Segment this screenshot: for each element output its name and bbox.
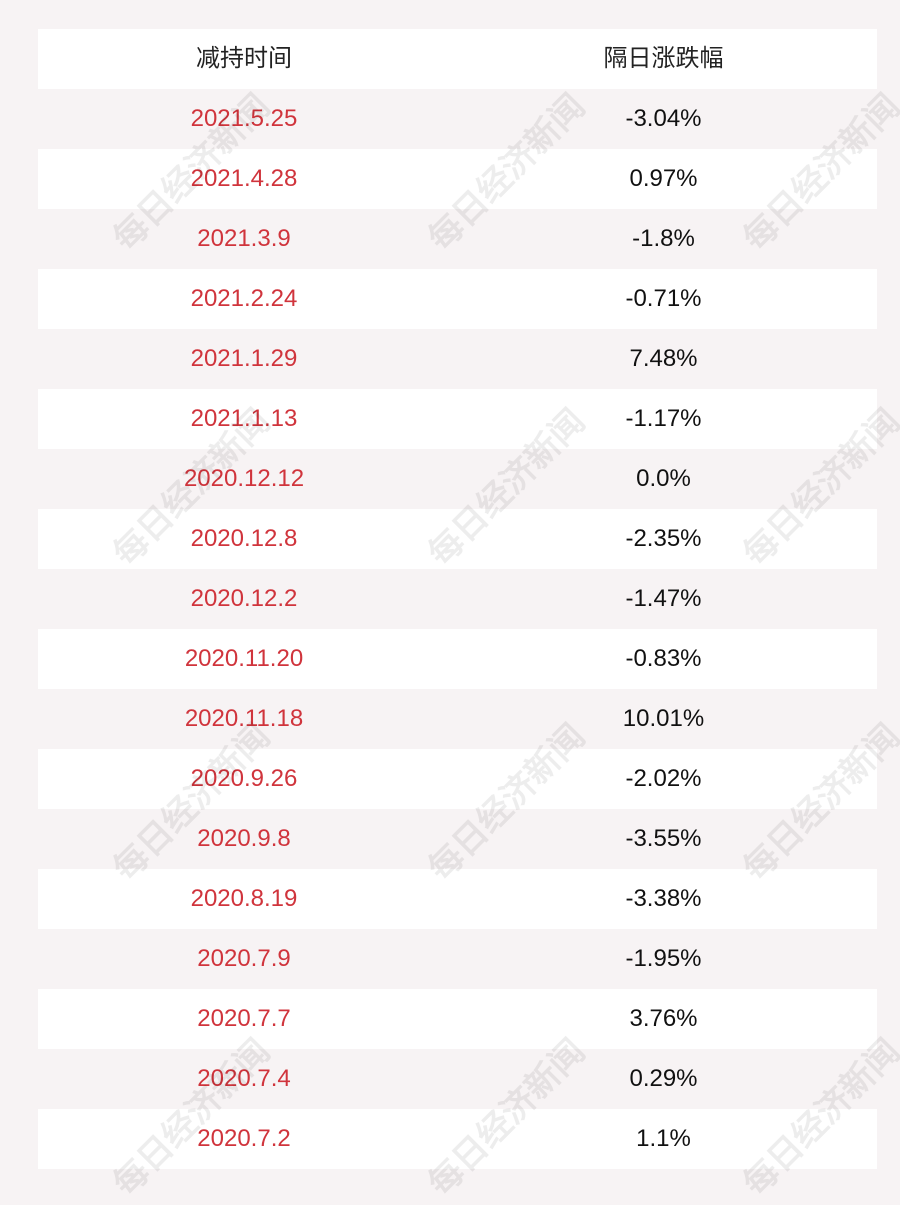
reduction-date-cell: 2020.7.4 — [197, 1065, 291, 1092]
next-day-change-cell: -1.95% — [625, 945, 702, 972]
table-row: 2020.12.12 0.0% — [38, 449, 877, 509]
next-day-change-cell: -0.71% — [625, 285, 702, 312]
reduction-date-cell: 2020.7.9 — [197, 945, 291, 972]
table-header-row: 减持时间 隔日涨跌幅 — [38, 29, 877, 89]
next-day-change-cell: 7.48% — [629, 345, 698, 372]
next-day-change-cell: -2.02% — [625, 765, 702, 792]
table-row: 2021.5.25 -3.04% — [38, 89, 877, 149]
reduction-date-cell: 2021.2.24 — [190, 285, 298, 312]
table-row: 2020.7.4 0.29% — [38, 1049, 877, 1109]
reduction-date-cell: 2020.12.8 — [190, 525, 298, 552]
reduction-date-cell: 2020.9.26 — [190, 765, 298, 792]
table-row: 2021.1.29 7.48% — [38, 329, 877, 389]
table-body: 2021.5.25 -3.04% 2021.4.28 0.97% 2021.3.9 -1.… — [38, 89, 877, 1169]
data-table: 减持时间 隔日涨跌幅 2021.5.25 -3.04% 2021.4.28 0.97%… — [38, 29, 877, 1169]
reduction-date-cell: 2020.11.20 — [184, 645, 304, 672]
table-row: 2020.7.2 1.1% — [38, 1109, 877, 1169]
table-row: 2020.11.18 10.01% — [38, 689, 877, 749]
reduction-date-cell: 2020.12.12 — [183, 465, 305, 492]
reduction-date-cell: 2020.12.2 — [190, 585, 298, 612]
reduction-date-cell: 2020.7.2 — [197, 1125, 291, 1152]
next-day-change-cell: -0.83% — [625, 645, 702, 672]
next-day-change-cell: -3.04% — [625, 105, 702, 132]
reduction-date-cell: 2021.4.28 — [190, 165, 298, 192]
next-day-change-cell: 3.76% — [629, 1005, 698, 1032]
next-day-change-cell: -3.38% — [625, 885, 702, 912]
table-row: 2020.9.26 -2.02% — [38, 749, 877, 809]
table-row: 2021.4.28 0.97% — [38, 149, 877, 209]
reduction-date-cell: 2021.5.25 — [190, 105, 298, 132]
reduction-date-cell: 2021.3.9 — [197, 225, 291, 252]
table-row: 2020.11.20 -0.83% — [38, 629, 877, 689]
table-row: 2021.1.13 -1.17% — [38, 389, 877, 449]
next-day-change-cell: 0.29% — [629, 1065, 698, 1092]
reduction-date-cell: 2021.1.29 — [190, 345, 298, 372]
next-day-change-cell: 10.01% — [622, 705, 705, 732]
reduction-date-cell: 2020.9.8 — [197, 825, 291, 852]
table-row: 2021.2.24 -0.71% — [38, 269, 877, 329]
next-day-change-cell: 0.0% — [636, 465, 691, 492]
reduction-date-cell: 2021.1.13 — [190, 405, 298, 432]
table-row: 2020.7.7 3.76% — [38, 989, 877, 1049]
next-day-change-cell: -1.17% — [625, 405, 702, 432]
table-row: 2020.9.8 -3.55% — [38, 809, 877, 869]
table-row: 2020.8.19 -3.38% — [38, 869, 877, 929]
next-day-change-cell: 1.1% — [636, 1125, 691, 1152]
next-day-change-cell: -3.55% — [625, 825, 702, 852]
table-row: 2020.7.9 -1.95% — [38, 929, 877, 989]
table-row: 2021.3.9 -1.8% — [38, 209, 877, 269]
reduction-date-cell: 2020.7.7 — [197, 1005, 291, 1032]
next-day-change-cell: -1.47% — [625, 585, 702, 612]
next-day-change-cell: -1.8% — [632, 225, 695, 252]
next-day-change-cell: -2.35% — [625, 525, 702, 552]
table-row: 2020.12.8 -2.35% — [38, 509, 877, 569]
table-row: 2020.12.2 -1.47% — [38, 569, 877, 629]
header-reduction-time: 减持时间 — [196, 45, 292, 72]
reduction-date-cell: 2020.8.19 — [190, 885, 298, 912]
next-day-change-cell: 0.97% — [629, 165, 698, 192]
header-next-day-change: 隔日涨跌幅 — [603, 45, 724, 72]
reduction-date-cell: 2020.11.18 — [184, 705, 304, 732]
